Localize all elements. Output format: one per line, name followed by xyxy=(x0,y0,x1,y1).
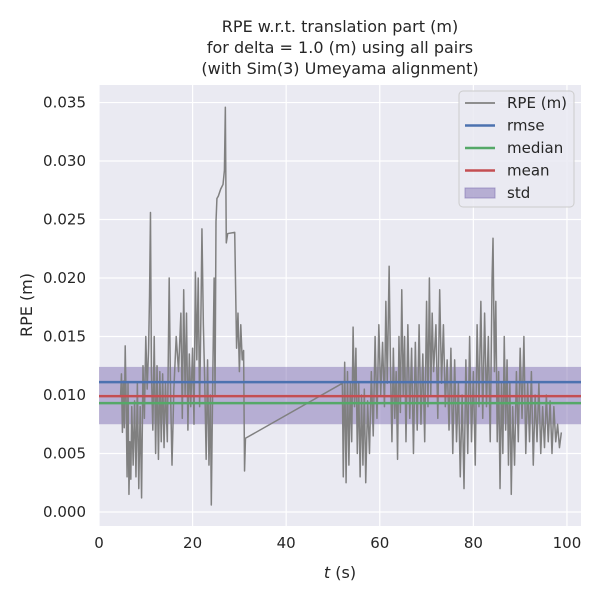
y-tick-label: 0.030 xyxy=(43,152,86,170)
x-axis-label: t (s) xyxy=(324,563,356,582)
y-tick-label: 0.010 xyxy=(43,386,86,404)
y-tick-label: 0.015 xyxy=(43,327,86,345)
series-layer xyxy=(119,106,563,506)
stat-lines-layer xyxy=(99,380,581,405)
chart-title-line-2: for delta = 1.0 (m) using all pairs xyxy=(207,38,473,57)
chart-title-line-1: RPE w.r.t. translation part (m) xyxy=(222,17,458,36)
legend: RPE (m) rmse median mean std xyxy=(458,90,575,208)
x-tick-label: 60 xyxy=(370,534,389,552)
y-tick-label: 0.005 xyxy=(43,444,86,462)
y-tick-label: 0.025 xyxy=(43,211,86,229)
legend-label-mean: mean xyxy=(507,162,550,180)
legend-label-median: median xyxy=(507,139,563,157)
legend-frame xyxy=(458,90,575,208)
legend-label-rpe-m: RPE (m) xyxy=(507,94,567,112)
y-tick-label: 0.000 xyxy=(43,503,86,521)
y-tick-label: 0.020 xyxy=(43,269,86,287)
legend-swatch-std xyxy=(464,187,496,199)
x-tick-label: 0 xyxy=(94,534,104,552)
legend-label-std: std xyxy=(507,184,530,202)
x-tick-label: 80 xyxy=(464,534,483,552)
legend-label-rmse: rmse xyxy=(507,117,545,135)
x-tick-label: 20 xyxy=(183,534,202,552)
tick-labels: 0 20 40 60 80 100 0.000 0.005 0.010 0.015 0.020 0.0… xyxy=(43,94,581,552)
x-tick-label: 40 xyxy=(277,534,296,552)
y-tick-label: 0.035 xyxy=(43,94,86,112)
chart-title-line-3: (with Sim(3) Umeyama alignment) xyxy=(201,59,478,78)
y-axis-label: RPE (m) xyxy=(17,273,36,337)
x-tick-label: 100 xyxy=(553,534,582,552)
rpe-series-line xyxy=(119,106,563,506)
